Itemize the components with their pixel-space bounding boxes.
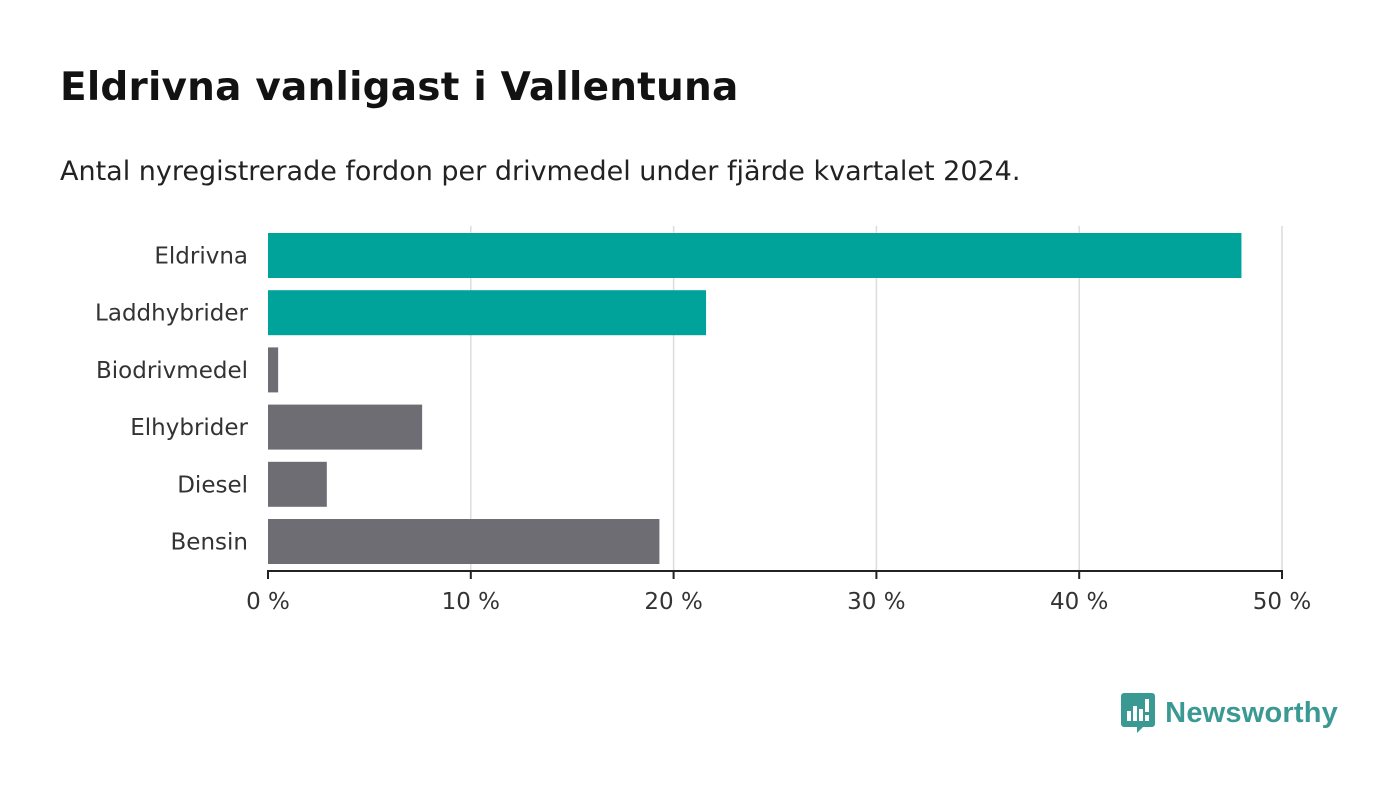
x-tick-label: 10 %	[442, 589, 500, 615]
chart-title: Eldrivna vanligast i Vallentuna	[60, 65, 739, 110]
category-label: Laddhybrider	[95, 301, 248, 327]
x-tick-label: 0 %	[246, 589, 290, 615]
grid-lines	[470, 226, 1283, 571]
category-label: Diesel	[177, 472, 248, 498]
x-tick-label: 20 %	[644, 589, 702, 615]
category-label: Bensin	[171, 530, 248, 556]
bar	[268, 461, 327, 507]
category-label: Eldrivna	[154, 244, 248, 270]
x-axis: 0 % 10 % 20 % 30 % 40 % 50 %	[246, 570, 1311, 615]
newsworthy-logo-icon	[1121, 693, 1156, 733]
bar	[268, 233, 1242, 278]
category-label: Elhybrider	[130, 415, 248, 441]
newsworthy-logo-text: Newsworthy	[1165, 696, 1338, 729]
x-tick-label: 50 %	[1253, 589, 1311, 615]
newsworthy-logo: Newsworthy	[1121, 693, 1338, 733]
category-labels: Eldrivna Laddhybrider Biodrivmedel Elhybrid…	[95, 244, 248, 556]
x-tick-label: 40 %	[1050, 589, 1108, 615]
bars	[268, 233, 1242, 564]
x-tick-label: 30 %	[847, 589, 905, 615]
category-label: Biodrivmedel	[96, 358, 248, 384]
bar	[268, 290, 707, 336]
bar	[268, 347, 279, 393]
chart-subtitle: Antal nyregistrerade fordon per drivmede…	[60, 156, 1021, 187]
bar-chart: 0 % 10 % 20 % 30 % 40 % 50 % Eldrivna Laddhybr…	[95, 226, 1311, 615]
bar	[268, 519, 660, 564]
bar	[268, 404, 423, 450]
